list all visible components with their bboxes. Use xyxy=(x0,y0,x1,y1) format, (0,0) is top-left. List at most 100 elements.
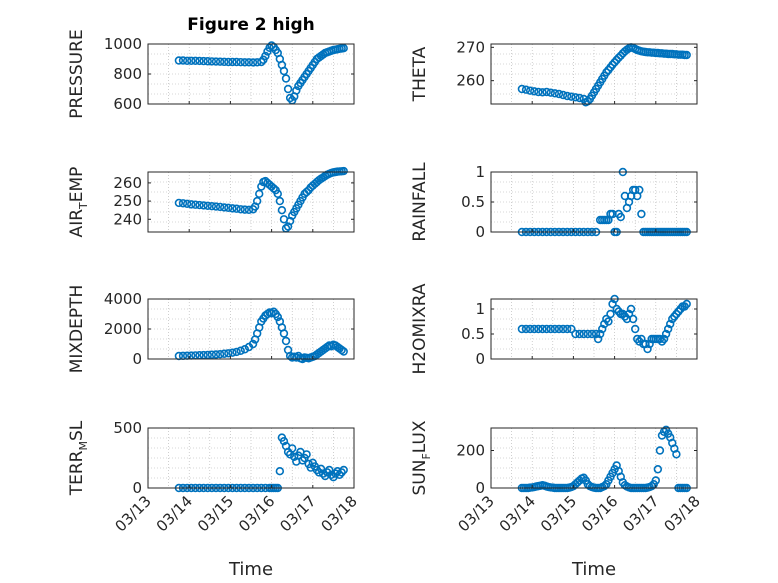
data-point xyxy=(211,350,221,359)
data-point xyxy=(275,196,285,206)
series-points xyxy=(174,41,348,105)
data-point xyxy=(236,346,245,355)
data-point xyxy=(643,344,652,354)
data-point xyxy=(228,204,237,213)
data-point xyxy=(663,324,673,334)
data-point xyxy=(626,304,636,314)
subplot-6: 0 0.5 1 H2OMIXRA xyxy=(410,283,698,375)
y-axis-label: AIRTEMP xyxy=(67,167,90,238)
y-tick-label: 260 xyxy=(456,72,485,90)
grid xyxy=(490,172,698,232)
data-point xyxy=(600,481,609,491)
data-point xyxy=(244,205,254,215)
data-point xyxy=(244,58,254,67)
y-axis-label: RAINFALL xyxy=(410,162,430,242)
data-point xyxy=(546,324,555,334)
data-point xyxy=(655,446,665,455)
data-point xyxy=(550,89,560,98)
data-point xyxy=(228,57,237,67)
data-point xyxy=(288,444,297,453)
data-point xyxy=(616,212,625,222)
data-point xyxy=(608,299,617,309)
data-point xyxy=(224,57,233,67)
data-point xyxy=(542,87,551,97)
data-point xyxy=(257,182,266,191)
data-point xyxy=(571,93,580,102)
data-point xyxy=(174,56,184,65)
y-tick-label: 0 xyxy=(132,350,142,368)
data-point xyxy=(587,329,597,339)
data-point xyxy=(583,329,593,339)
data-point xyxy=(530,87,539,96)
data-point xyxy=(283,84,293,94)
data-point xyxy=(542,324,551,334)
y-tick-label: 250 xyxy=(113,192,142,210)
data-point xyxy=(567,324,576,334)
data-point xyxy=(612,55,621,65)
data-point xyxy=(339,166,348,176)
data-point xyxy=(600,319,609,329)
data-point xyxy=(220,57,229,67)
data-point xyxy=(645,339,654,349)
data-point xyxy=(579,329,588,339)
series-points xyxy=(517,43,691,107)
y-tick-label: 1 xyxy=(475,300,485,318)
data-point xyxy=(637,334,646,344)
figure-title: Figure 2 high xyxy=(187,15,315,35)
data-point xyxy=(273,312,282,322)
data-point xyxy=(195,200,204,210)
data-point xyxy=(215,202,225,212)
data-point xyxy=(302,187,311,197)
y-axis-label: SUNFLUX xyxy=(410,420,433,495)
data-point xyxy=(554,324,564,334)
data-point xyxy=(211,57,221,66)
axes-box xyxy=(490,427,698,489)
data-point xyxy=(290,452,299,461)
data-point xyxy=(228,348,237,357)
data-point xyxy=(279,437,289,446)
data-point xyxy=(530,324,539,334)
data-point xyxy=(232,57,241,67)
data-point xyxy=(187,200,196,209)
data-point xyxy=(281,336,291,346)
x-axis-label-left: Time xyxy=(228,559,273,580)
data-point xyxy=(174,198,184,208)
data-point xyxy=(521,85,531,94)
data-point xyxy=(236,57,245,67)
subplot-4: 0 0.5 1 RAINFALL xyxy=(410,162,698,242)
data-point xyxy=(240,205,250,214)
y-axis-label: TERRMSL xyxy=(67,420,90,496)
data-point xyxy=(325,465,334,475)
axes-box xyxy=(147,171,355,233)
y-tick-label: 0.5 xyxy=(461,325,485,343)
data-point xyxy=(595,329,605,339)
data-point xyxy=(653,465,663,474)
data-point xyxy=(641,339,650,349)
data-point xyxy=(199,201,208,210)
data-point xyxy=(672,450,681,459)
data-point xyxy=(207,57,217,66)
data-point xyxy=(598,324,607,334)
data-point xyxy=(606,309,615,319)
data-point xyxy=(661,329,671,339)
data-point xyxy=(525,86,535,95)
data-point xyxy=(215,57,225,66)
data-point xyxy=(182,199,192,209)
data-point xyxy=(203,350,212,360)
data-point xyxy=(628,314,638,324)
subplot-1: 600 800 1000 PRESSURE xyxy=(67,29,355,119)
data-point xyxy=(281,74,291,83)
data-point xyxy=(682,299,691,309)
data-point xyxy=(240,345,250,354)
data-point xyxy=(591,329,601,339)
data-point xyxy=(236,205,245,214)
data-point xyxy=(178,56,188,65)
data-point xyxy=(614,53,623,62)
data-point xyxy=(604,317,613,326)
series-points xyxy=(174,166,348,233)
data-point xyxy=(269,184,278,193)
data-point xyxy=(637,209,646,219)
subplot-2: 260 270 THETA xyxy=(410,38,698,107)
axes-box xyxy=(147,427,355,489)
